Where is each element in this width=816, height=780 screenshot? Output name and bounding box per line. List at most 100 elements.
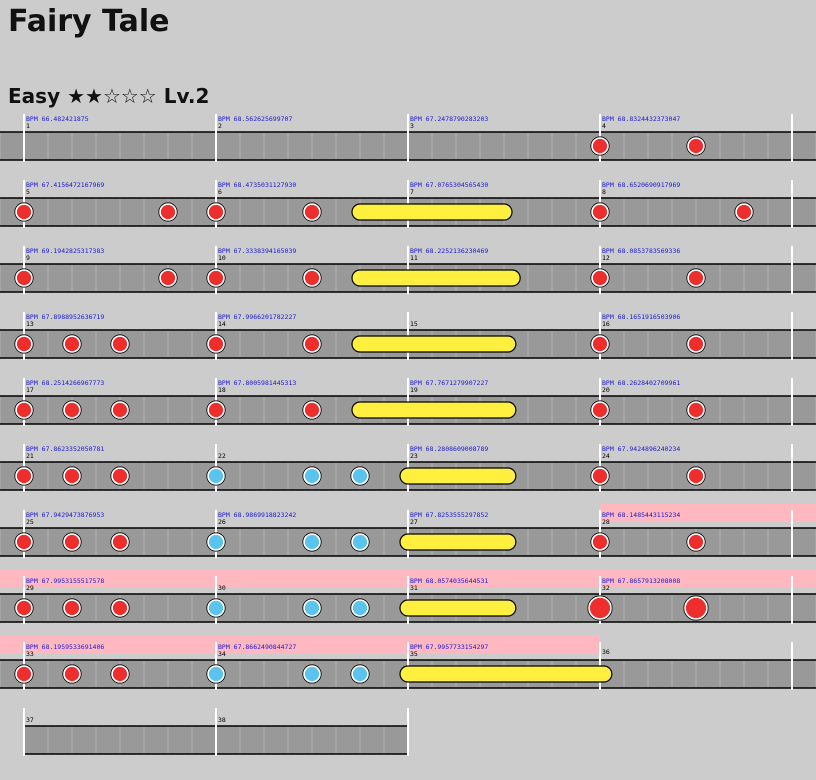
bpm-label: BPM 68.2252136230469 <box>410 247 488 255</box>
measure-number: 35 <box>410 650 418 658</box>
note-outline <box>590 268 610 288</box>
don-note <box>111 599 129 617</box>
bpm-label: BPM 68.8324432373047 <box>602 115 680 123</box>
measure-number: 29 <box>26 584 34 592</box>
note-outline <box>734 202 754 222</box>
ka-note <box>303 665 321 683</box>
chart-row: 37 38 <box>23 708 409 756</box>
don-note <box>159 203 177 221</box>
measure-number: 11 <box>410 254 418 262</box>
note-outline <box>110 334 130 354</box>
bpm-label: BPM 67.8988952636719 <box>26 313 104 321</box>
bpm-label: BPM 68.0853783569336 <box>602 247 680 255</box>
don-note <box>15 203 33 221</box>
note-outline <box>590 136 610 156</box>
note-outline <box>110 664 130 684</box>
note-outline <box>683 595 709 621</box>
don-note <box>687 137 705 155</box>
bpm-label: BPM 68.562625699707 <box>218 115 292 123</box>
ka-note <box>351 467 369 485</box>
difficulty-name: Easy <box>8 84 61 108</box>
note-outline <box>350 598 370 618</box>
drumroll-note <box>351 401 517 419</box>
don-note <box>687 533 705 551</box>
bpm-label: BPM 67.8623352050781 <box>26 445 104 453</box>
don-note <box>591 533 609 551</box>
don-note <box>591 269 609 287</box>
measure-number: 32 <box>602 584 610 592</box>
don-note <box>207 203 225 221</box>
measure-number: 31 <box>410 584 418 592</box>
bpm-label: BPM 67.9966201782227 <box>218 313 296 321</box>
song-title: Fairy Tale <box>8 4 170 39</box>
note-outline <box>14 598 34 618</box>
note-outline <box>158 268 178 288</box>
bpm-label: BPM 68.9869918823242 <box>218 511 296 519</box>
measure-number: 24 <box>602 452 610 460</box>
bpm-label: BPM 67.9953155517578 <box>26 577 104 585</box>
bpm-label: BPM 68.2514266967773 <box>26 379 104 387</box>
don-note <box>207 269 225 287</box>
don-note <box>63 335 81 353</box>
ka-note <box>351 665 369 683</box>
note-outline <box>686 136 706 156</box>
note-outline <box>350 532 370 552</box>
drumroll-note <box>399 599 517 617</box>
bpm-label: BPM 67.8657913208008 <box>602 577 680 585</box>
measure-number: 15 <box>410 320 418 328</box>
note-outline <box>302 334 322 354</box>
don-note <box>63 533 81 551</box>
don-note <box>591 137 609 155</box>
note-outline <box>590 334 610 354</box>
don-note <box>15 665 33 683</box>
measure-number: 20 <box>602 386 610 394</box>
ka-note <box>303 599 321 617</box>
measure-number: 19 <box>410 386 418 394</box>
don-note <box>591 335 609 353</box>
measure-number: 26 <box>218 518 226 526</box>
note-outline <box>62 532 82 552</box>
note-outline <box>14 664 34 684</box>
don-note <box>111 335 129 353</box>
measure-number: 27 <box>410 518 418 526</box>
measure-number: 8 <box>602 188 606 196</box>
measure-number: 7 <box>410 188 414 196</box>
bpm-label: BPM 69.1942825317383 <box>26 247 104 255</box>
drumroll-note <box>351 269 521 287</box>
drumroll-note <box>351 335 517 353</box>
ka-note <box>207 533 225 551</box>
bpm-label: BPM 68.4735031127930 <box>218 181 296 189</box>
note-outline <box>14 202 34 222</box>
measure-number: 21 <box>26 452 34 460</box>
don-note <box>15 401 33 419</box>
measure-number: 17 <box>26 386 34 394</box>
don-note <box>15 533 33 551</box>
note-outline <box>14 532 34 552</box>
measure-number: 23 <box>410 452 418 460</box>
don-note <box>111 665 129 683</box>
note-outline <box>302 268 322 288</box>
don-note <box>591 203 609 221</box>
don-note <box>63 599 81 617</box>
measure-number: 13 <box>26 320 34 328</box>
note-outline <box>14 400 34 420</box>
bpm-label: BPM 68.2628402709961 <box>602 379 680 387</box>
note-outline <box>62 598 82 618</box>
note-outline <box>110 598 130 618</box>
bpm-label: BPM 68.1485443115234 <box>602 511 680 519</box>
measure-number: 5 <box>26 188 30 196</box>
drumroll-note <box>399 533 517 551</box>
don-note <box>111 401 129 419</box>
measure-number: 30 <box>218 584 226 592</box>
don-note <box>588 596 612 620</box>
bpm-label: BPM 67.3338394165039 <box>218 247 296 255</box>
don-note <box>15 335 33 353</box>
note-outline <box>302 202 322 222</box>
bpm-label: BPM 67.8253555297852 <box>410 511 488 519</box>
don-note <box>591 401 609 419</box>
note-outline <box>590 532 610 552</box>
